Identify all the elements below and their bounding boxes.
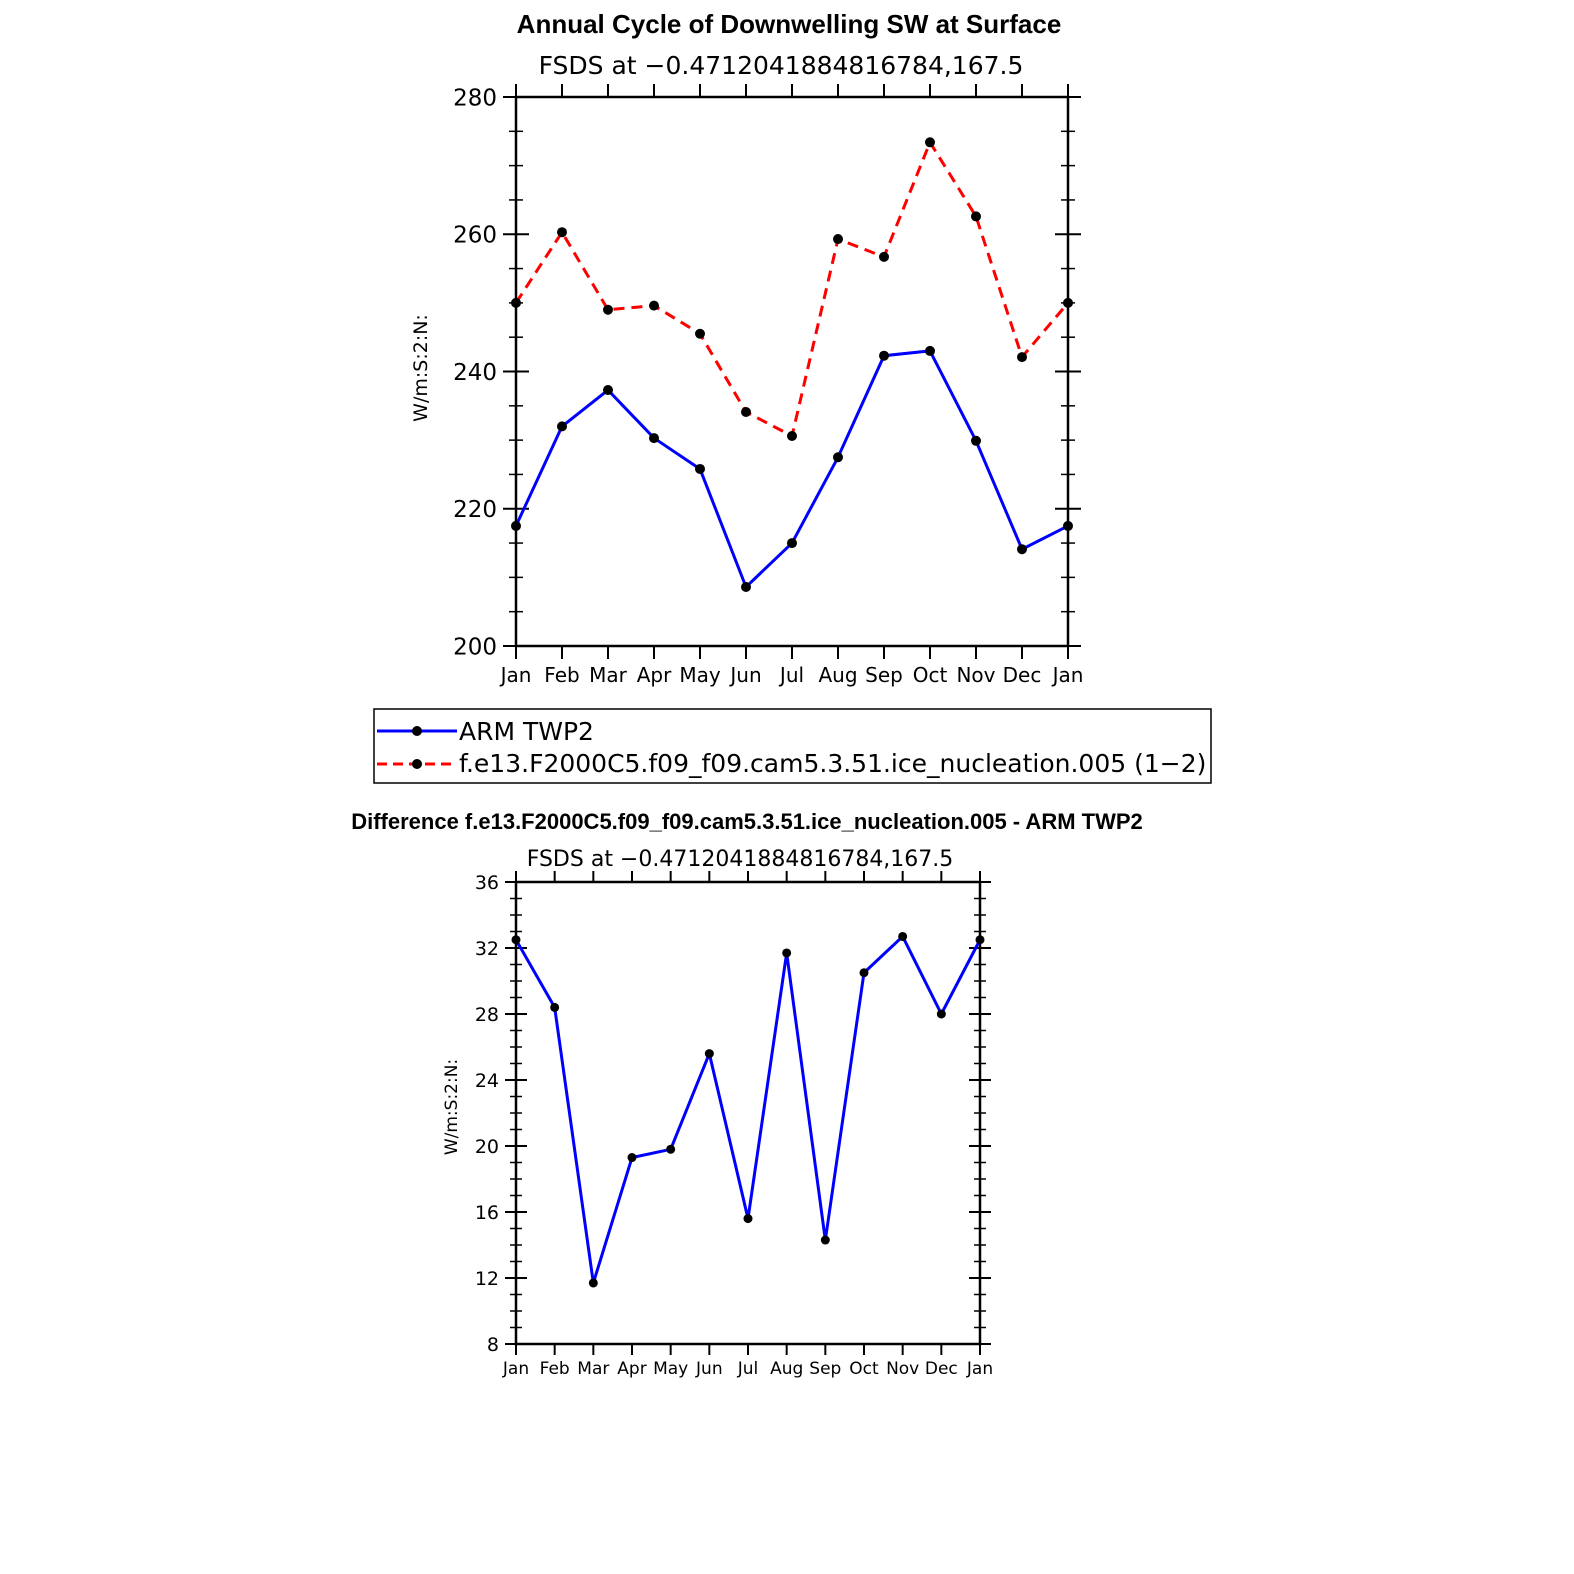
chart2-y-axis-label: W/m:S:2:N: (442, 1059, 462, 1155)
x-tick-label: Apr (637, 663, 672, 687)
data-point-series-0 (820, 1235, 830, 1245)
y-tick-label: 240 (453, 360, 497, 386)
chart1-plot-area: Jan Feb Mar Apr May Jun Jul Aug Sep Oct Nov Dec Jan2… (453, 84, 1083, 687)
y-tick-label: 32 (475, 938, 499, 960)
data-point-series-1 (1063, 297, 1073, 308)
legend-marker-model (412, 759, 422, 769)
data-point-series-0 (627, 1153, 637, 1163)
data-point-series-0 (666, 1144, 676, 1154)
chart2-plot-area: Jan Feb Mar Apr May Jun Jul Aug Sep Oct Nov Dec Jan8… (475, 871, 993, 1379)
legend-marker-arm (412, 726, 422, 736)
data-point-series-1 (511, 297, 521, 308)
y-tick-label: 280 (453, 85, 497, 111)
data-point-series-0 (936, 1009, 946, 1019)
x-tick-label: Dec (925, 1359, 958, 1379)
data-point-series-0 (879, 350, 889, 361)
y-tick-label: 20 (475, 1136, 499, 1158)
y-tick-label: 28 (475, 1004, 499, 1026)
x-tick-label: Dec (1003, 663, 1042, 687)
x-tick-label: Sep (865, 663, 903, 687)
chart1-legend: ARM TWP2 f.e13.F2000C5.f09_f09.cam5.3.51… (373, 708, 1212, 784)
x-tick-label: Jan (502, 1359, 529, 1379)
data-point-series-1 (787, 431, 797, 442)
x-tick-label: Aug (770, 1359, 803, 1379)
chart2-title: Difference f.e13.F2000C5.f09_f09.cam5.3.… (351, 809, 1143, 834)
y-tick-label: 8 (487, 1334, 499, 1356)
x-tick-label: Jun (728, 663, 761, 687)
chart1-subtitle: FSDS at −0.4712041884816784,167.5 (539, 51, 1024, 80)
x-tick-label: Aug (818, 663, 857, 687)
data-point-series-0 (741, 581, 751, 592)
data-point-series-0 (975, 935, 985, 945)
data-point-series-1 (557, 227, 567, 238)
data-point-series-0 (787, 538, 797, 549)
data-point-series-0 (833, 452, 843, 463)
chart1-title: Annual Cycle of Downwelling SW at Surfac… (517, 9, 1062, 39)
x-tick-label: Jul (778, 663, 804, 687)
data-point-series-1 (603, 304, 613, 315)
chart2-subtitle: FSDS at −0.4712041884816784,167.5 (527, 847, 954, 872)
data-point-series-0 (603, 385, 613, 396)
data-point-series-0 (1063, 520, 1073, 531)
x-tick-label: Nov (956, 663, 995, 687)
chart-difference: Difference f.e13.F2000C5.f09_f09.cam5.3.… (351, 809, 1143, 1379)
y-tick-label: 24 (475, 1070, 499, 1092)
x-tick-label: Jul (737, 1359, 759, 1379)
x-tick-label: Jan (1051, 663, 1084, 687)
x-tick-label: Nov (886, 1359, 919, 1379)
chart-annual-cycle: Annual Cycle of Downwelling SW at Surfac… (373, 9, 1212, 784)
data-point-series-1 (971, 211, 981, 222)
y-tick-label: 12 (475, 1268, 499, 1290)
data-point-series-1 (741, 406, 751, 417)
y-tick-label: 260 (453, 223, 497, 249)
data-point-series-0 (925, 345, 935, 356)
data-point-series-1 (1017, 352, 1027, 363)
y-tick-label: 200 (453, 634, 497, 660)
x-tick-label: Mar (577, 1359, 609, 1379)
legend-label-model: f.e13.F2000C5.f09_f09.cam5.3.51.ice_nucl… (459, 749, 1206, 778)
data-point-series-0 (557, 421, 567, 432)
data-point-series-1 (833, 234, 843, 245)
data-point-series-0 (859, 968, 869, 978)
legend-box (373, 708, 1212, 784)
x-tick-label: Feb (540, 1359, 570, 1379)
data-point-series-0 (588, 1278, 598, 1288)
data-point-series-0 (649, 433, 659, 444)
legend-label-arm: ARM TWP2 (459, 717, 594, 746)
x-tick-label: Jan (499, 663, 532, 687)
x-tick-label: Mar (589, 663, 628, 687)
data-point-series-0 (511, 935, 521, 945)
plot-frame (514, 95, 1070, 648)
series-line-0 (514, 934, 982, 1285)
data-point-series-0 (971, 435, 981, 446)
data-point-series-1 (695, 328, 705, 339)
y-tick-label: 36 (475, 872, 499, 894)
data-point-series-0 (782, 948, 792, 958)
x-tick-label: Oct (849, 1359, 879, 1379)
series-line-1 (514, 140, 1070, 438)
data-point-series-0 (550, 1002, 560, 1012)
data-point-series-1 (925, 137, 935, 148)
data-point-series-0 (898, 931, 908, 941)
x-tick-label: Jan (966, 1359, 993, 1379)
data-point-series-1 (879, 251, 889, 262)
x-tick-label: Jun (695, 1359, 723, 1379)
x-tick-label: Sep (809, 1359, 841, 1379)
series-line-0 (514, 349, 1069, 589)
data-point-series-0 (743, 1214, 753, 1224)
x-tick-label: May (679, 663, 721, 687)
x-tick-label: May (653, 1359, 688, 1379)
x-tick-label: Feb (544, 663, 579, 687)
data-point-series-0 (511, 520, 521, 531)
x-tick-label: Oct (913, 663, 948, 687)
data-point-series-0 (1017, 544, 1027, 555)
data-point-series-0 (695, 463, 705, 474)
x-tick-label: Apr (617, 1359, 646, 1379)
data-point-series-1 (649, 300, 659, 311)
chart1-y-axis-label: W/m:S:2:N: (410, 314, 432, 422)
data-point-series-0 (704, 1049, 714, 1059)
y-tick-label: 220 (453, 497, 497, 523)
y-tick-label: 16 (475, 1202, 499, 1224)
